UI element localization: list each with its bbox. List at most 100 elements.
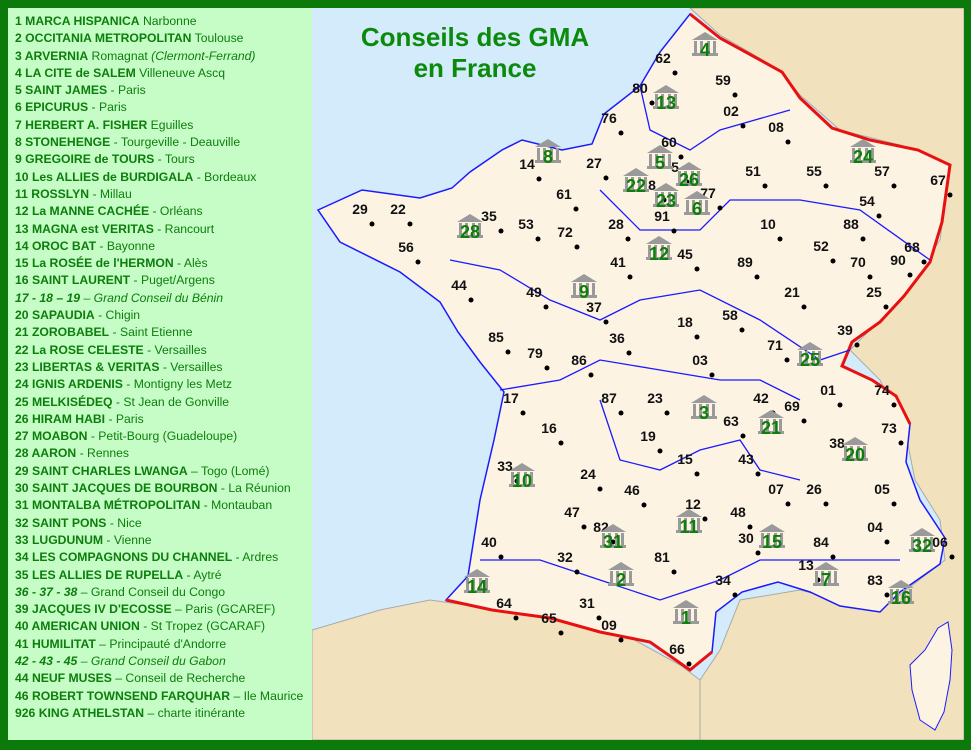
lodge-marker[interactable]: 6 <box>684 191 710 219</box>
lodge-marker[interactable]: 3 <box>691 395 717 423</box>
department-number: 36 <box>609 330 625 346</box>
lodge-marker[interactable]: 31 <box>600 524 626 552</box>
department-number: 44 <box>451 277 467 293</box>
city-dot <box>785 139 791 145</box>
lodge-name: 926 KING ATHELSTAN <box>15 705 145 720</box>
lodge-marker[interactable]: 4 <box>692 32 718 60</box>
department-number: 03 <box>692 352 708 368</box>
lodge-marker[interactable]: 12 <box>646 236 672 264</box>
city-dot <box>907 272 913 278</box>
map-title-line2: en France <box>414 53 537 83</box>
legend-item: 9 GREGOIRE de TOURS - Tours <box>15 151 312 168</box>
lodge-location: Narbonne <box>139 14 197 28</box>
city-dot <box>837 402 843 408</box>
lodge-marker[interactable]: 25 <box>797 342 823 370</box>
department-number: 68 <box>904 239 920 255</box>
lodge-marker[interactable]: 15 <box>759 524 785 552</box>
lodge-marker[interactable]: 20 <box>842 437 868 465</box>
department-number: 16 <box>541 420 557 436</box>
lodge-marker[interactable]: 24 <box>850 139 876 167</box>
lodge-marker[interactable]: 1 <box>673 600 699 628</box>
lodge-number: 7 <box>821 570 831 590</box>
department-number: 07 <box>768 481 784 497</box>
city-dot <box>891 501 897 507</box>
legend-item: 23 LIBERTAS & VERITAS - Versailles <box>15 359 312 376</box>
city-dot <box>883 304 889 310</box>
lodge-number: 20 <box>845 445 865 465</box>
department-number: 12 <box>685 496 701 512</box>
city-dot <box>830 554 836 560</box>
lodge-marker[interactable]: 10 <box>509 463 535 491</box>
lodge-number: 23 <box>656 191 676 211</box>
department-number: 06 <box>932 534 948 550</box>
city-dot <box>860 236 866 242</box>
city-dot <box>898 440 904 446</box>
lodge-marker[interactable]: 16 <box>888 580 914 608</box>
legend-item: 926 KING ATHELSTAN – charte itinérante <box>15 705 312 722</box>
department-number: 64 <box>496 595 512 611</box>
city-dot <box>664 410 670 416</box>
city-dot <box>610 539 616 545</box>
lodge-marker[interactable]: 26 <box>676 162 702 190</box>
lodge-number: 25 <box>800 350 820 370</box>
legend-item: 42 - 43 - 45 – Grand Conseil du Gabon <box>15 653 312 670</box>
lodge-location: - Bordeaux <box>193 169 257 184</box>
city-dot <box>694 334 700 340</box>
city-dot <box>543 304 549 310</box>
city-dot <box>369 221 375 227</box>
lodge-marker[interactable]: 5 <box>647 145 673 173</box>
city-dot <box>694 471 700 477</box>
city-dot <box>739 327 745 333</box>
lodge-number: 31 <box>603 532 623 552</box>
map-title-line1: Conseils des GMA <box>361 22 589 52</box>
lodge-marker[interactable]: 23 <box>653 183 679 211</box>
department-number: 5 <box>671 159 679 175</box>
city-dot <box>627 274 633 280</box>
city-dot <box>732 592 738 598</box>
department-number: 86 <box>571 352 587 368</box>
city-dot <box>588 372 594 378</box>
city-dot <box>558 630 564 636</box>
city-dot <box>597 486 603 492</box>
legend-item: 8 STONEHENGE - Tourgeville - Deauville <box>15 134 312 151</box>
lodge-marker[interactable]: 7 <box>813 562 839 590</box>
lodge-marker[interactable]: 9 <box>571 274 597 302</box>
city-dot <box>603 175 609 181</box>
department-number: 8 <box>648 177 656 193</box>
lodge-location: – Principauté d'Andorre <box>95 636 227 651</box>
lodge-number: 15 <box>762 532 782 552</box>
temple-icon <box>813 562 839 586</box>
lodge-location: - Montauban <box>200 498 273 513</box>
department-number: 58 <box>722 307 738 323</box>
lodge-marker[interactable]: 11 <box>676 509 702 537</box>
department-number: 56 <box>398 239 414 255</box>
lodge-marker[interactable]: 13 <box>653 85 679 113</box>
region-borders <box>449 85 931 601</box>
lodge-location: - Petit-Bourg (Guadeloupe) <box>87 429 238 444</box>
lodge-marker[interactable]: 8 <box>535 139 561 167</box>
lodge-number: 8 <box>543 147 553 167</box>
lodge-name: 8 STONEHENGE <box>15 135 111 150</box>
department-number: 10 <box>760 216 776 232</box>
department-number: 27 <box>586 155 602 171</box>
department-number: 39 <box>837 322 853 338</box>
city-dot <box>544 365 550 371</box>
lodge-location: - Puget/Argens <box>130 273 215 288</box>
temple-icon <box>691 395 717 419</box>
legend-item: 24 IGNIS ARDENIS - Montigny les Metz <box>15 376 312 393</box>
lodge-marker[interactable]: 2 <box>608 562 634 590</box>
lodge-name: 21 ZOROBABEL <box>15 325 110 340</box>
department-number: 29 <box>352 201 368 217</box>
lodge-marker[interactable]: 32 <box>909 528 935 556</box>
temple-icon <box>797 342 823 366</box>
lodge-marker[interactable]: 22 <box>623 168 649 196</box>
lodge-marker[interactable]: 14 <box>464 569 490 597</box>
legend-item: 27 MOABON - Petit-Bourg (Guadeloupe) <box>15 428 312 445</box>
lodge-number: 24 <box>853 147 873 167</box>
department-number: 89 <box>737 254 753 270</box>
lodge-marker[interactable]: 28 <box>457 214 483 242</box>
city-dot <box>558 440 564 446</box>
lodge-name: 10 Les ALLIES de BURDIGALA <box>15 169 194 184</box>
lodge-name: 30 SAINT JACQUES DE BOURBON <box>15 481 218 496</box>
lodge-marker[interactable]: 21 <box>758 410 784 438</box>
